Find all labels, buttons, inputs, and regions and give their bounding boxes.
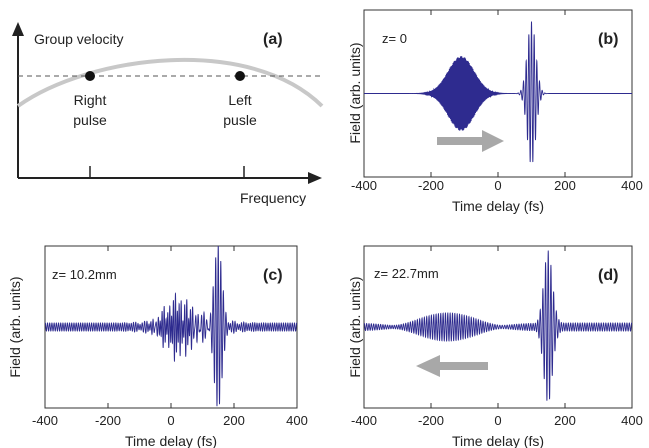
panel-b: -400 -200 0 200 400 z= 0 (b) Time delay (fs)… — [347, 10, 643, 214]
group-velocity-curve — [18, 60, 322, 106]
x-tick-label: 400 — [621, 178, 643, 193]
panel-a-y-arrowhead — [12, 22, 24, 36]
x-tick-label: 400 — [621, 413, 643, 428]
panel-a-xlabel: Frequency — [240, 190, 306, 206]
propagation-arrow-left — [416, 355, 488, 377]
panel-b-label: (b) — [598, 31, 618, 48]
propagation-arrow-right — [437, 130, 504, 152]
x-tick-label: 200 — [223, 413, 245, 428]
x-tick-label: -400 — [351, 413, 377, 428]
panel-c-xlabel: Time delay (fs) — [125, 433, 217, 448]
x-tick-label: 0 — [494, 178, 501, 193]
left-pulse-point — [235, 71, 245, 81]
panel-a: Group velocity Frequency (a) Right pulse… — [12, 22, 322, 206]
panel-d-xlabel: Time delay (fs) — [452, 433, 544, 448]
left-pulse-label-2: pusle — [223, 112, 257, 128]
panel-d-z: z= 22.7mm — [374, 266, 439, 281]
panel-c: -400 -200 0 200 400 z= 10.2mm (c) Time delay… — [7, 245, 308, 448]
panel-b-xlabel: Time delay (fs) — [452, 198, 544, 214]
panel-d-label: (d) — [598, 267, 618, 284]
panel-d: -400 -200 0 200 400 z= 22.7mm (d) Time delay… — [347, 246, 643, 448]
panel-a-label: (a) — [263, 31, 283, 48]
right-pulse-label-1: Right — [74, 92, 107, 108]
panel-a-ylabel: Group velocity — [34, 31, 123, 47]
x-tick-label: -200 — [95, 413, 121, 428]
panel-c-z: z= 10.2mm — [52, 267, 117, 282]
right-pulse-point — [85, 71, 95, 81]
x-tick-label: -400 — [351, 178, 377, 193]
panel-b-z: z= 0 — [382, 31, 407, 46]
panel-c-label: (c) — [263, 267, 283, 284]
x-tick-label: 400 — [286, 413, 308, 428]
panel-c-ylabel: Field (arb. units) — [7, 276, 23, 377]
x-tick-label: -400 — [32, 413, 58, 428]
x-tick-label: 200 — [554, 413, 576, 428]
panel-d-ylabel: Field (arb. units) — [347, 276, 363, 377]
left-pulse-label-1: Left — [228, 92, 251, 108]
x-tick-label: 0 — [494, 413, 501, 428]
panel-b-ylabel: Field (arb. units) — [347, 42, 363, 143]
x-tick-label: 200 — [554, 178, 576, 193]
x-tick-label: -200 — [418, 178, 444, 193]
x-tick-label: 0 — [167, 413, 174, 428]
right-pulse-label-2: pulse — [73, 112, 107, 128]
x-tick-label: -200 — [418, 413, 444, 428]
panel-a-x-arrowhead — [308, 172, 322, 184]
